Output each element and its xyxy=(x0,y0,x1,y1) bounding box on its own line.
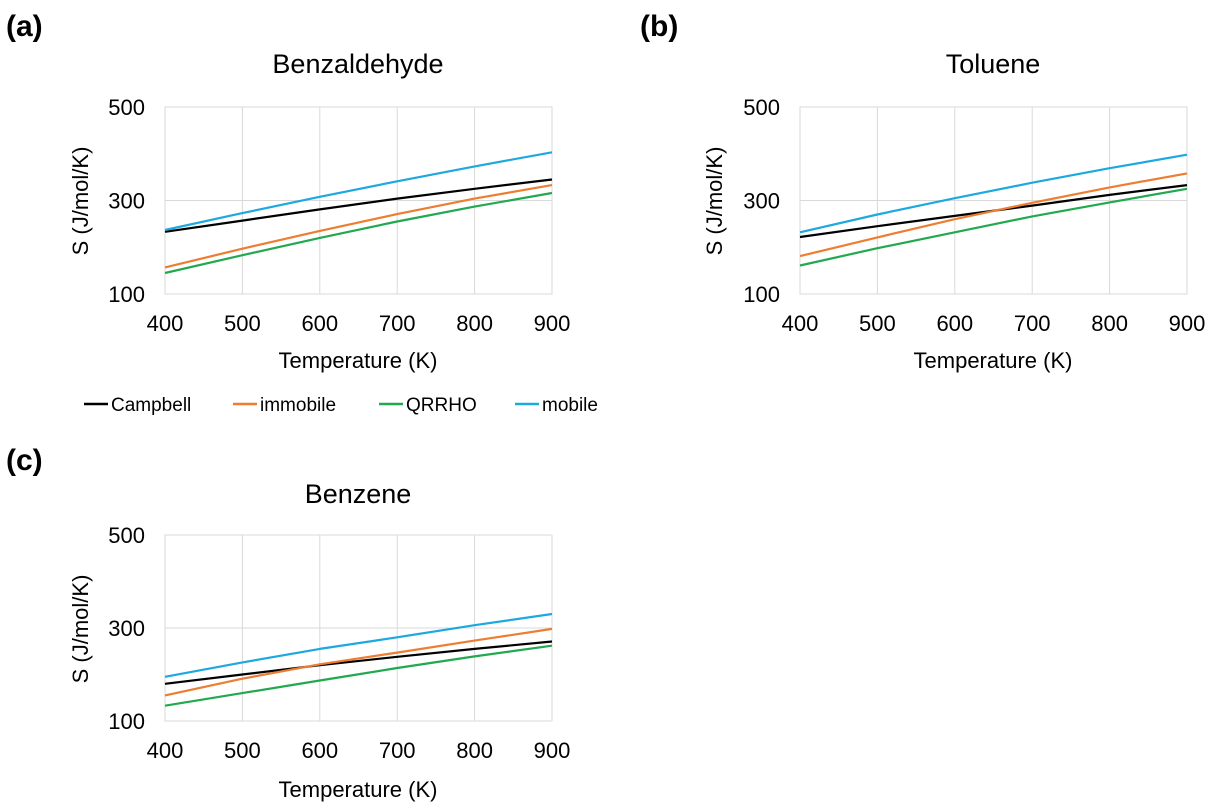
y-tick-label-100: 100 xyxy=(743,282,780,307)
series-line-immobile-benzene xyxy=(164,627,553,697)
x-tick-label-600: 600 xyxy=(301,738,338,763)
x-tick-label-800: 800 xyxy=(1091,311,1128,336)
series-line-mobile-toluene xyxy=(799,153,1188,234)
x-axis-label-benzaldehyde: Temperature (K) xyxy=(279,348,438,373)
series-line-immobile-benzaldehyde xyxy=(164,184,553,269)
plot-area-benzene: 400 500 600 700 800 900 100 300 500 xyxy=(108,523,570,763)
y-tick-label-100: 100 xyxy=(108,709,145,734)
panel-benzaldehyde: (a) Benzaldehyde 400 500 600 700 800 900 100 30… xyxy=(6,10,570,373)
series-line-mobile-benzene xyxy=(164,612,553,678)
x-tick-label-500: 500 xyxy=(224,311,261,336)
series-line-qrrho-toluene xyxy=(799,187,1188,267)
x-tick-label-800: 800 xyxy=(456,311,493,336)
x-tick-label-900: 900 xyxy=(1169,311,1206,336)
y-tick-label-500: 500 xyxy=(108,523,145,548)
panel-toluene: (b) Toluene 400 500 600 700 800 900100300500 … xyxy=(640,10,1205,373)
x-tick-label-900: 900 xyxy=(534,311,571,336)
series-line-immobile-toluene xyxy=(799,172,1188,258)
plot-area-toluene: 400 500 600 700 800 900 100 300 500 xyxy=(743,95,1205,336)
y-tick-label-100: 100 xyxy=(108,282,145,307)
x-tick-label-400: 400 xyxy=(147,738,184,763)
legend: Campbell immobile QRRHO mobile xyxy=(84,395,598,416)
series-line-campbell-benzene xyxy=(164,640,553,685)
x-tick-label-500: 500 xyxy=(859,311,896,336)
x-tick-label-900: 900 xyxy=(534,738,571,763)
chart-title-toluene: Toluene xyxy=(946,49,1041,79)
y-axis-label-benzaldehyde: S (J/mol/K) xyxy=(68,147,93,256)
panel-label-b: (b) xyxy=(640,10,678,43)
x-tick-label-600: 600 xyxy=(936,311,973,336)
series-line-campbell-benzaldehyde xyxy=(164,178,553,233)
panel-label-a: (a) xyxy=(6,10,43,43)
panel-label-c: (c) xyxy=(6,444,43,477)
y-axis-label-benzene: S (J/mol/K) xyxy=(68,575,93,684)
series-line-mobile-benzaldehyde xyxy=(164,151,553,232)
legend-label-campbell: Campbell xyxy=(111,395,191,416)
legend-label-qrrho: QRRHO xyxy=(406,395,477,416)
x-tick-label-600: 600 xyxy=(301,311,338,336)
x-tick-label-400: 400 xyxy=(782,311,819,336)
x-tick-label-700: 700 xyxy=(379,738,416,763)
x-tick-label-400: 400 xyxy=(147,311,184,336)
y-tick-label-500: 500 xyxy=(108,95,145,120)
y-tick-label-300: 300 xyxy=(743,189,780,214)
legend-label-immobile: immobile xyxy=(260,395,336,416)
x-tick-label-700: 700 xyxy=(1014,311,1051,336)
legend-label-mobile: mobile xyxy=(542,395,598,416)
x-axis-label-benzene: Temperature (K) xyxy=(279,777,438,802)
y-tick-label-500: 500 xyxy=(743,95,780,120)
y-tick-label-300: 300 xyxy=(108,189,145,214)
chart-title-benzene: Benzene xyxy=(305,479,412,509)
series-line-qrrho-benzene xyxy=(164,644,553,707)
x-axis-label-toluene: Temperature (K) xyxy=(914,348,1073,373)
panel-benzene: (c) Benzene 400 500 600 700 800 900100300500 … xyxy=(6,444,570,802)
y-axis-label-toluene: S (J/mol/K) xyxy=(702,147,727,256)
y-tick-label-300: 300 xyxy=(108,616,145,641)
x-tick-label-700: 700 xyxy=(379,311,416,336)
plot-area-benzaldehyde: 400 500 600 700 800 900 100 300 500 xyxy=(108,95,570,336)
series-line-qrrho-benzaldehyde xyxy=(164,191,553,275)
x-tick-label-800: 800 xyxy=(456,738,493,763)
chart-title-benzaldehyde: Benzaldehyde xyxy=(272,49,443,79)
x-tick-label-500: 500 xyxy=(224,738,261,763)
